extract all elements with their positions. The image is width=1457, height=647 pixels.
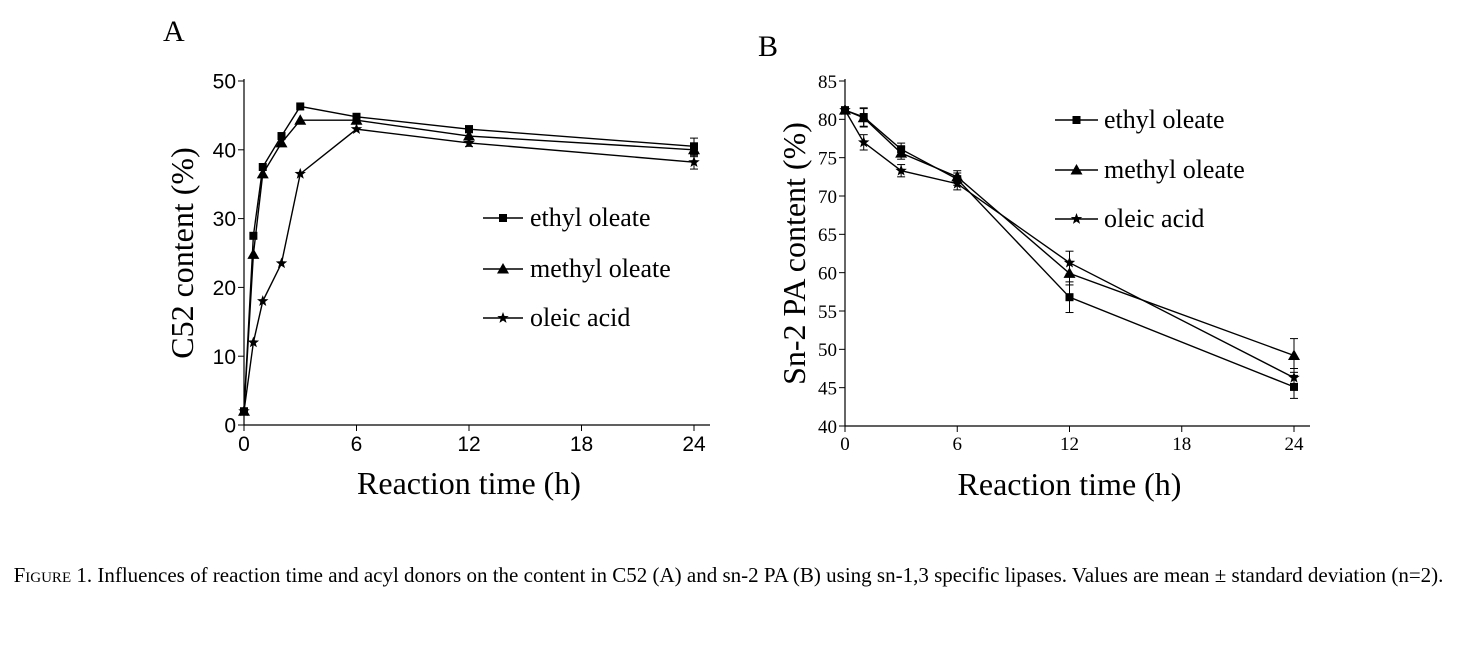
data-point-oleic-acid xyxy=(463,136,475,148)
series-methyl-oleate xyxy=(238,114,700,416)
panel-label-b: B xyxy=(758,30,778,63)
data-point-oleic-acid xyxy=(247,336,260,348)
legend-item-oleic-acid: oleic acid xyxy=(1055,204,1204,233)
panel-label-a: A xyxy=(163,15,185,48)
chart-panel-a: A 0 10 20 30 40 50 0 6 12 18 24 Reaction time (h) C52… xyxy=(163,15,710,501)
y-tick-label: 40 xyxy=(213,139,236,162)
series-methyl-oleate xyxy=(839,104,1300,373)
legend-label: oleic acid xyxy=(1104,204,1204,233)
y-tick-label: 80 xyxy=(818,110,837,131)
legend-label: oleic acid xyxy=(530,303,630,332)
y-tick-label: 40 xyxy=(818,417,837,438)
chart-panel-b: B 40 45 50 55 60 65 70 75 80 85 0 6 12 18 24 Reaction ti… xyxy=(758,30,1310,502)
data-point-ethyl-oleate xyxy=(277,132,286,141)
data-point-methyl-oleate xyxy=(688,143,700,155)
data-point-ethyl-oleate xyxy=(258,163,267,171)
legend-marker xyxy=(499,214,507,222)
legend-item-methyl-oleate: methyl oleate xyxy=(1055,155,1245,184)
caption-label: Figure 1. xyxy=(13,563,93,587)
legend-marker xyxy=(1072,116,1081,124)
data-point-oleic-acid xyxy=(275,257,288,269)
legend-item-ethyl-oleate: ethyl oleate xyxy=(1055,105,1225,134)
data-point-oleic-acid xyxy=(257,295,269,307)
legend-marker xyxy=(1070,164,1083,175)
legend-item-methyl-oleate: methyl oleate xyxy=(483,254,671,283)
x-tick-label: 12 xyxy=(1060,434,1079,455)
data-point-oleic-acid xyxy=(350,123,363,135)
data-point-oleic-acid xyxy=(1288,371,1300,383)
legend-label: ethyl oleate xyxy=(530,203,651,232)
y-tick-label: 70 xyxy=(818,187,837,208)
y-tick-label: 30 xyxy=(213,208,236,231)
data-point-oleic-acid xyxy=(895,164,907,176)
data-point-methyl-oleate xyxy=(463,130,475,141)
data-point-oleic-acid xyxy=(858,136,870,148)
x-tick-label: 6 xyxy=(351,433,363,456)
data-point-oleic-acid xyxy=(951,177,963,189)
y-tick-label: 50 xyxy=(213,71,236,94)
y-tick-label: 65 xyxy=(818,225,837,246)
legend-marker xyxy=(497,263,509,274)
legend-label: ethyl oleate xyxy=(1104,105,1225,134)
data-point-oleic-acid xyxy=(688,156,700,168)
x-axis-title: Reaction time (h) xyxy=(958,466,1182,502)
x-axis-title: Reaction time (h) xyxy=(357,465,581,501)
series-line-oleic-acid xyxy=(243,128,695,412)
legend-marker xyxy=(497,312,509,323)
legend-item-oleic-acid: oleic acid xyxy=(483,303,630,332)
data-point-methyl-oleate xyxy=(256,167,269,179)
series-line-methyl-oleate xyxy=(243,119,695,412)
data-point-ethyl-oleate xyxy=(296,102,305,111)
data-point-methyl-oleate xyxy=(275,136,288,148)
data-point-methyl-oleate xyxy=(857,111,870,123)
y-tick-label: 85 xyxy=(818,72,837,93)
y-axis-title: Sn-2 PA content (%) xyxy=(776,122,812,385)
y-tick-label: 55 xyxy=(818,302,837,323)
data-point-oleic-acid xyxy=(1063,256,1076,268)
x-tick-label: 0 xyxy=(238,433,250,456)
data-point-methyl-oleate xyxy=(350,114,363,125)
x-tick-label: 0 xyxy=(840,434,850,455)
y-tick-label: 45 xyxy=(818,379,837,400)
data-point-methyl-oleate xyxy=(294,114,307,125)
data-point-oleic-acid xyxy=(294,167,306,179)
caption-text: Influences of reaction time and acyl don… xyxy=(92,563,1444,587)
x-tick-label: 24 xyxy=(1285,434,1305,455)
data-point-ethyl-oleate xyxy=(465,125,473,134)
y-tick-label: 75 xyxy=(818,149,837,170)
series-line-oleic-acid xyxy=(844,109,1295,379)
legend-label: methyl oleate xyxy=(1104,155,1245,184)
y-tick-label: 60 xyxy=(818,264,837,285)
legend-item-ethyl-oleate: ethyl oleate xyxy=(483,203,651,232)
series-line-ethyl-oleate xyxy=(243,105,695,412)
data-point-oleic-acid xyxy=(238,405,250,417)
data-point-methyl-oleate xyxy=(247,248,260,259)
y-tick-label: 10 xyxy=(213,346,236,369)
x-tick-label: 18 xyxy=(1172,434,1191,455)
data-point-ethyl-oleate xyxy=(1065,293,1074,302)
data-point-oleic-acid xyxy=(839,104,851,115)
x-tick-label: 24 xyxy=(682,433,706,456)
figure-caption: Figure 1. Influences of reaction time an… xyxy=(10,560,1447,591)
data-point-methyl-oleate xyxy=(895,147,908,158)
y-tick-label: 20 xyxy=(213,277,236,300)
y-tick-label: 0 xyxy=(224,415,236,438)
data-point-methyl-oleate xyxy=(951,170,964,182)
data-point-methyl-oleate xyxy=(1288,349,1300,360)
series-line-ethyl-oleate xyxy=(844,109,1295,388)
legend-marker xyxy=(1070,213,1083,224)
x-tick-label: 18 xyxy=(570,433,593,456)
y-tick-label: 50 xyxy=(818,340,837,361)
series-oleic-acid xyxy=(839,104,1300,388)
y-axis-title: C52 content (%) xyxy=(164,147,200,359)
series-line-methyl-oleate xyxy=(844,109,1295,357)
x-tick-label: 6 xyxy=(953,434,963,455)
series-oleic-acid xyxy=(238,123,700,417)
data-point-ethyl-oleate xyxy=(249,231,258,240)
x-tick-label: 12 xyxy=(457,433,480,456)
legend-label: methyl oleate xyxy=(530,254,671,283)
